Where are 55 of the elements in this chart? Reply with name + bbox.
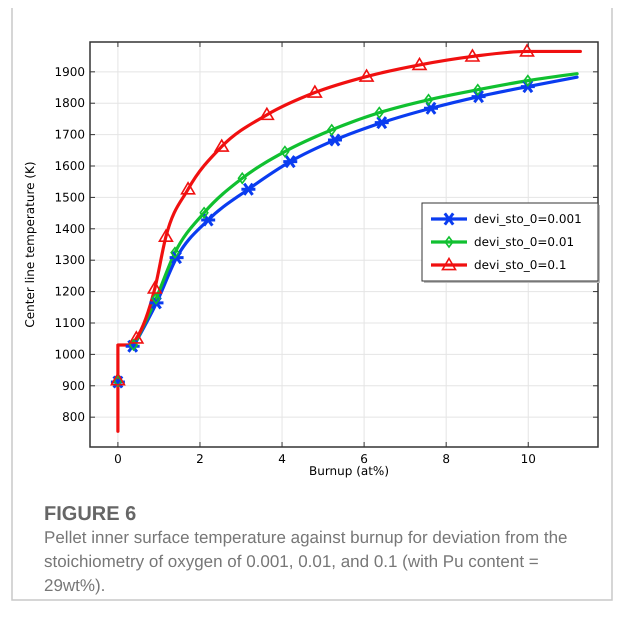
y-axis-title: Center line temperature (K) (23, 161, 37, 328)
point (327, 124, 336, 136)
y-tick-label: 1200 (54, 284, 85, 299)
legend-label: devi_sto_0=0.1 (474, 258, 567, 272)
y-tick-label: 1500 (54, 190, 85, 204)
x-tick-label: 2 (196, 452, 204, 466)
point (280, 146, 290, 158)
y-tick-label: 1100 (54, 316, 85, 330)
y-tick-label: 1800 (54, 96, 85, 110)
point (282, 154, 299, 169)
point (412, 58, 427, 70)
point (240, 182, 257, 196)
y-tick-label: 1900 (54, 64, 85, 79)
x-axis-title: Burnup (at%) (308, 464, 390, 478)
x-tick-label: 8 (442, 452, 450, 466)
point (424, 94, 434, 106)
point (520, 44, 534, 57)
text: FIGURE 6 (44, 503, 136, 525)
point (473, 84, 482, 96)
y-tick-label: 1000 (54, 347, 85, 362)
y-tick-label: 1300 (54, 253, 85, 268)
point (180, 182, 196, 195)
point (110, 372, 126, 386)
y-tick-label: 900 (62, 378, 85, 393)
point (238, 172, 247, 184)
x-tick-label: 0 (114, 452, 122, 466)
point (359, 69, 374, 82)
legend-label: devi_sto_0=0.001 (474, 212, 582, 226)
point (113, 375, 122, 387)
point (158, 229, 174, 242)
point (129, 331, 144, 344)
point (308, 85, 322, 98)
point (465, 49, 480, 62)
y-tick-label: 800 (62, 410, 85, 424)
x-tick-label: 4 (278, 452, 286, 466)
y-tick-label: 1400 (54, 222, 85, 236)
point (374, 106, 384, 118)
x-tick-label: 10 (520, 452, 536, 466)
point (200, 212, 217, 228)
text: Pellet inner surface temperature against burnup for deviation from the stoichiometry of oxygen of 0.001, 0.01, and 0.1 (with Pu content = 29wt%). (44, 528, 568, 595)
point (260, 108, 274, 120)
point (148, 281, 162, 294)
point (170, 246, 180, 258)
point (523, 74, 532, 86)
point (214, 139, 230, 152)
point (128, 339, 138, 351)
point (152, 292, 161, 304)
point (373, 116, 390, 130)
legend-label: devi_sto_0=0.01 (474, 235, 574, 249)
y-tick-label: 1700 (54, 128, 85, 142)
point (200, 206, 209, 219)
y-tick-label: 1600 (54, 159, 85, 174)
x-tick-label: 6 (360, 452, 368, 466)
point (168, 250, 186, 265)
point (326, 132, 344, 148)
